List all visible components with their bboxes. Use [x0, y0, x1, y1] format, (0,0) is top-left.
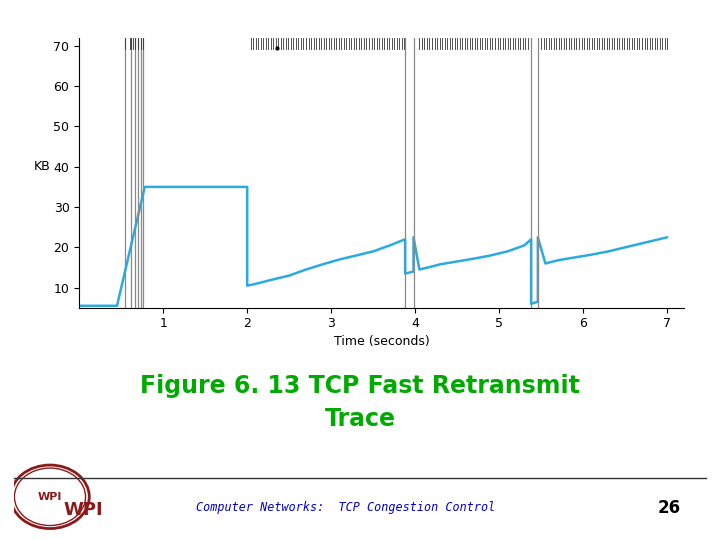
- Text: Computer Networks:  TCP Congestion Control: Computer Networks: TCP Congestion Contro…: [196, 501, 495, 514]
- Text: 26: 26: [658, 498, 681, 517]
- Text: Trace: Trace: [325, 407, 395, 430]
- Y-axis label: KB: KB: [34, 160, 50, 173]
- Text: WPI: WPI: [63, 501, 103, 519]
- Text: WPI: WPI: [37, 492, 62, 502]
- Text: Figure 6. 13 TCP Fast Retransmit: Figure 6. 13 TCP Fast Retransmit: [140, 374, 580, 398]
- X-axis label: Time (seconds): Time (seconds): [334, 335, 429, 348]
